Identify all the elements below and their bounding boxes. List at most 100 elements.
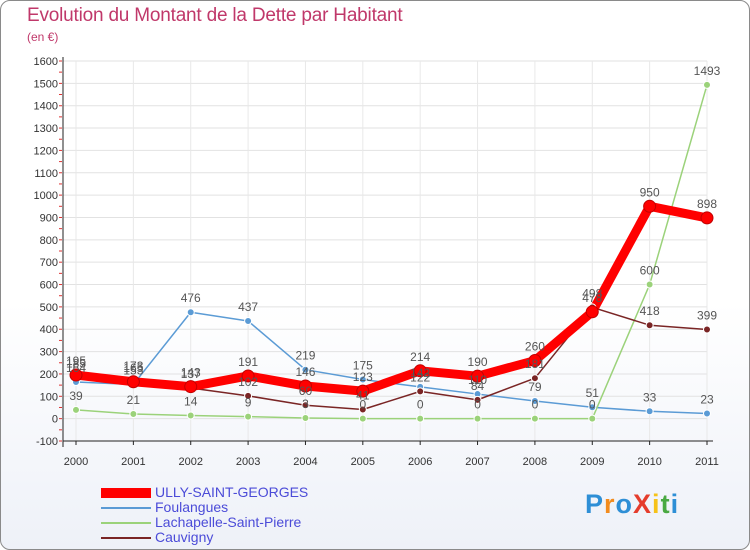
data-label: 214 xyxy=(410,350,430,364)
y-tick-label: 1100 xyxy=(34,168,58,180)
data-point xyxy=(645,407,654,416)
y-tick-label: 700 xyxy=(40,257,58,269)
data-label: 498 xyxy=(582,286,602,300)
data-point xyxy=(416,414,425,423)
data-label: 0 xyxy=(359,398,366,412)
data-point xyxy=(186,308,195,317)
y-tick-label: 1500 xyxy=(34,78,58,90)
data-point xyxy=(473,414,482,423)
logo-letter: r xyxy=(604,489,616,519)
data-point xyxy=(72,405,80,414)
y-tick-label: 100 xyxy=(40,391,58,403)
data-point xyxy=(528,354,542,368)
data-point xyxy=(413,364,427,378)
data-label: 110 xyxy=(468,373,487,387)
data-point xyxy=(416,387,425,396)
data-label: 39 xyxy=(69,389,83,403)
data-label: 23 xyxy=(700,393,714,407)
data-label: 137 xyxy=(181,367,201,381)
data-label: 173 xyxy=(123,359,143,373)
x-tick-label: 2005 xyxy=(351,456,375,468)
logo-letter: o xyxy=(615,489,634,519)
logo-letter: P xyxy=(585,489,605,519)
data-point xyxy=(241,369,255,383)
data-label: 185 xyxy=(66,356,86,370)
legend-label-ully-saint-georges: ULLY-SAINT-GEORGES xyxy=(155,484,309,500)
data-label: 191 xyxy=(238,355,258,369)
data-label: 123 xyxy=(353,370,373,384)
data-point xyxy=(69,368,83,382)
y-tick-label: 1300 xyxy=(34,123,58,135)
logo-letter: t xyxy=(660,489,671,519)
legend-swatch-lachapelle-saint-pierre xyxy=(101,522,151,524)
series-line xyxy=(75,84,708,420)
x-tick-label: 2010 xyxy=(637,456,661,468)
legend-swatch-cauvigny xyxy=(101,537,151,539)
data-label: 153 xyxy=(123,363,143,377)
y-tick-label: 1000 xyxy=(34,190,58,202)
data-point xyxy=(703,80,711,89)
chart-unit-label: (en €) xyxy=(27,30,59,44)
x-tick-label: 2009 xyxy=(580,456,604,468)
data-point xyxy=(126,375,140,389)
y-tick-label: 800 xyxy=(40,235,58,247)
data-point xyxy=(358,405,367,414)
x-tick-label: 2007 xyxy=(465,456,489,468)
data-label: 0 xyxy=(417,398,424,412)
x-tick-label: 2001 xyxy=(121,456,145,468)
data-label: 142 xyxy=(410,366,430,380)
x-tick-label: 2000 xyxy=(64,456,88,468)
data-label: 1493 xyxy=(694,64,721,78)
data-label: 51 xyxy=(586,386,600,400)
data-point xyxy=(643,199,657,213)
data-point xyxy=(585,305,599,319)
y-tick-label: 300 xyxy=(40,347,58,359)
data-label: 9 xyxy=(245,396,252,410)
data-label: 175 xyxy=(353,359,373,373)
series-line xyxy=(71,201,712,396)
data-point xyxy=(244,391,253,400)
data-label: 898 xyxy=(697,197,717,211)
data-label: 33 xyxy=(643,390,657,404)
data-point xyxy=(703,409,711,418)
x-tick-label: 2004 xyxy=(293,456,317,468)
y-tick-label: 1400 xyxy=(34,101,58,113)
legend-swatch-ully-saint-georges xyxy=(101,488,151,498)
y-tick-label: 500 xyxy=(40,302,58,314)
data-label: 164 xyxy=(66,361,86,375)
y-tick-label: 200 xyxy=(40,369,58,381)
data-label: 219 xyxy=(295,349,315,363)
y-tick-label: 400 xyxy=(40,324,58,336)
data-point xyxy=(645,321,654,330)
legend-label-lachapelle-saint-pierre: Lachapelle-Saint-Pierre xyxy=(155,514,302,530)
logo-letter: X xyxy=(633,489,653,519)
x-tick-label: 2011 xyxy=(695,456,719,468)
data-label: 84 xyxy=(471,379,485,393)
data-point xyxy=(301,401,310,410)
data-point xyxy=(301,365,310,374)
data-label: 600 xyxy=(640,264,660,278)
data-label: 478 xyxy=(582,291,602,305)
data-label: 0 xyxy=(474,398,481,412)
x-tick-label: 2002 xyxy=(178,456,202,468)
data-label: 399 xyxy=(697,308,717,322)
data-label: 476 xyxy=(181,291,201,305)
data-point xyxy=(358,414,367,423)
data-point xyxy=(645,280,654,289)
data-point xyxy=(358,375,367,384)
y-tick-label: 1600 xyxy=(34,56,58,68)
data-label: 260 xyxy=(525,340,545,354)
data-label: 190 xyxy=(468,355,488,369)
data-point xyxy=(530,414,539,423)
data-label: 60 xyxy=(299,384,313,398)
data-label: 0 xyxy=(532,398,539,412)
y-tick-label: 600 xyxy=(40,280,58,292)
data-label: 195 xyxy=(66,354,86,368)
data-label: 122 xyxy=(410,370,430,384)
data-label: 950 xyxy=(640,185,660,199)
y-tick-label: 1200 xyxy=(34,145,58,157)
data-point xyxy=(301,413,310,422)
data-point xyxy=(244,412,253,421)
